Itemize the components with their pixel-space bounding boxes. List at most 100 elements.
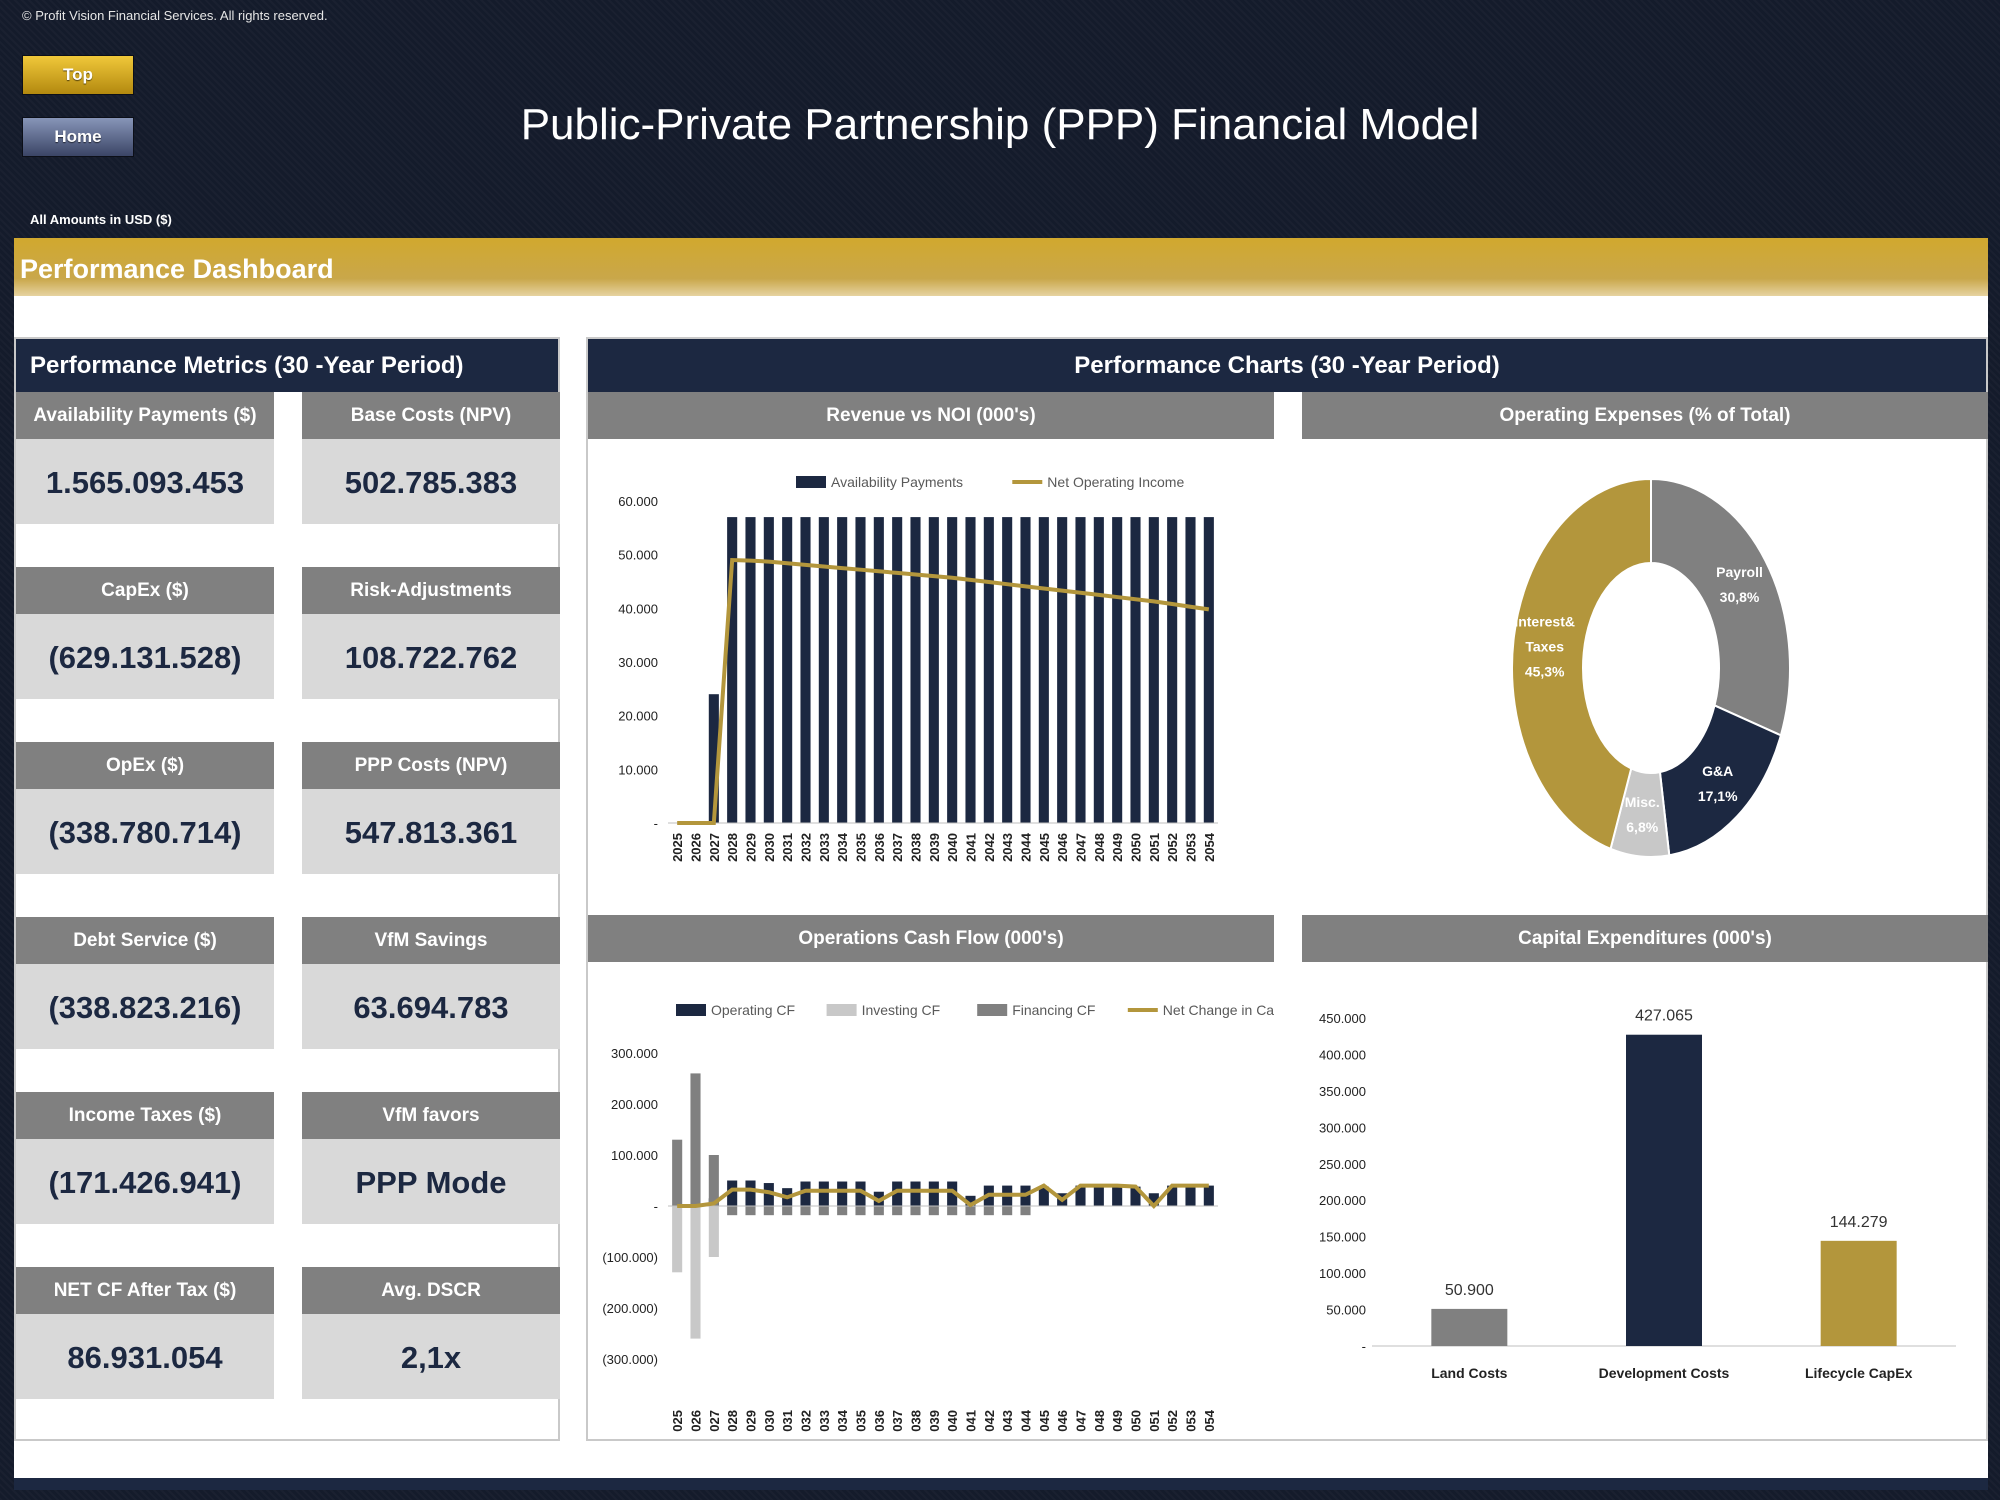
bar-operating-cf xyxy=(763,1183,774,1206)
bar-lifecycle-capex xyxy=(1820,1240,1897,1346)
metric-label: VfM favors xyxy=(302,1092,560,1139)
metric-value: 86.931.054 xyxy=(16,1314,274,1399)
bar-financing-cf xyxy=(910,1206,921,1216)
y-tick-label: 250.000 xyxy=(1319,1157,1366,1172)
metric-value: (338.780.714) xyxy=(16,789,274,874)
bar-availability-payments xyxy=(928,517,939,823)
bar-financing-cf xyxy=(782,1206,793,1216)
bar-financing-cf xyxy=(873,1206,884,1216)
legend-swatch-investing-cf xyxy=(826,1004,857,1016)
bar-availability-payments xyxy=(727,517,738,823)
capex-chart: - 50.000 100.000 150.000 200.000 250.000 300.0… xyxy=(1319,1008,1956,1381)
bar-operating-cf xyxy=(928,1181,939,1206)
x-tick-label: 2031 xyxy=(780,1410,795,1432)
home-button[interactable]: Home xyxy=(22,117,134,157)
bar-investing-cf xyxy=(672,1206,683,1273)
bar-financing-cf xyxy=(745,1206,756,1216)
copyright-text: © Profit Vision Financial Services. All … xyxy=(22,8,328,23)
metric-label: Debt Service ($) xyxy=(16,917,274,964)
bar-availability-payments xyxy=(1020,517,1031,823)
legend-swatch-financing-cf xyxy=(977,1004,1008,1016)
metric-value: 108.722.762 xyxy=(302,614,560,699)
donut-slice-interest-taxes xyxy=(1511,477,1652,851)
x-tick-label: 2039 xyxy=(927,1410,942,1432)
donut-label: Interest& xyxy=(1514,613,1575,629)
bar-operating-cf xyxy=(1112,1185,1123,1206)
metric-label: Risk-Adjustments xyxy=(302,567,560,614)
metric-value: 2,1x xyxy=(302,1314,560,1399)
y-tick-label: (100.000) xyxy=(602,1250,658,1265)
x-tick-label: 2043 xyxy=(1000,833,1015,862)
metric-label: VfM Savings xyxy=(302,917,560,964)
metric-label: Base Costs (NPV) xyxy=(302,392,560,439)
x-tick-label: 2035 xyxy=(854,833,869,862)
x-tick-label: Development Costs xyxy=(1599,1365,1730,1381)
top-button[interactable]: Top xyxy=(22,55,134,95)
metric-card-base-costs-npv: Base Costs (NPV) 502.785.383 xyxy=(302,392,560,524)
x-tick-label: 2042 xyxy=(982,833,997,862)
bar-availability-payments xyxy=(1203,517,1214,823)
x-tick-label: 2045 xyxy=(1037,1410,1052,1432)
y-tick-label: (200.000) xyxy=(602,1301,658,1316)
metric-card-capex: CapEx ($) (629.131.528) xyxy=(16,567,274,699)
metric-card-opex: OpEx ($) (338.780.714) xyxy=(16,742,274,874)
x-tick-label: 2051 xyxy=(1147,1410,1162,1432)
bar-financing-cf xyxy=(837,1206,848,1216)
metric-card-net-cf-after-tax: NET CF After Tax ($) 86.931.054 xyxy=(16,1267,274,1399)
x-tick-label: 2049 xyxy=(1110,1410,1125,1432)
y-tick-label: 40.000 xyxy=(618,601,658,616)
x-tick-label: 2028 xyxy=(725,833,740,862)
legend-swatch-operating-cf xyxy=(676,1004,706,1016)
y-tick-label: 300.000 xyxy=(1319,1120,1366,1135)
x-tick-label: 2052 xyxy=(1165,833,1180,862)
legend-label-net-operating-income: Net Operating Income xyxy=(1047,474,1184,490)
bar-operating-cf xyxy=(1075,1185,1086,1206)
bar-availability-payments xyxy=(1002,517,1013,823)
bar-operating-cf xyxy=(1167,1185,1178,1206)
bar-operating-cf xyxy=(1038,1186,1049,1206)
performance-metrics-panel: Performance Metrics (30 -Year Period) Av… xyxy=(14,337,560,1441)
legend-swatch-availability-payments xyxy=(796,476,826,488)
bar-availability-payments xyxy=(1057,517,1068,823)
capex-chart-title: Capital Expenditures (000's) xyxy=(1302,915,1988,962)
bar-availability-payments xyxy=(837,517,848,823)
bar-availability-payments xyxy=(818,517,829,823)
y-tick-label: 50.000 xyxy=(1326,1303,1366,1318)
bar-availability-payments xyxy=(745,517,756,823)
bar-operating-cf xyxy=(1148,1193,1159,1206)
bar-availability-payments xyxy=(1148,517,1159,823)
y-tick-label: - xyxy=(1362,1339,1366,1354)
bar-development-costs xyxy=(1626,1034,1702,1346)
x-tick-label: 2027 xyxy=(707,1410,722,1432)
bar-availability-payments xyxy=(892,517,903,823)
bar-financing-cf xyxy=(690,1073,701,1206)
x-tick-label: 2033 xyxy=(817,833,832,862)
x-tick-label: 2025 xyxy=(670,833,685,862)
x-tick-label: 2037 xyxy=(890,1410,905,1432)
bar-availability-payments xyxy=(1038,517,1049,823)
bar-financing-cf xyxy=(965,1206,976,1216)
x-tick-label: 2028 xyxy=(725,1410,740,1432)
bar-operating-cf xyxy=(855,1181,866,1206)
y-tick-label: 10.000 xyxy=(618,762,658,777)
dashboard-banner: Performance Dashboard xyxy=(14,238,1988,296)
bar-financing-cf xyxy=(983,1206,994,1216)
bar-availability-payments xyxy=(763,517,774,823)
bar-availability-payments xyxy=(1075,517,1086,823)
legend-label-financing-cf: Financing CF xyxy=(1012,1002,1095,1018)
opex-donut-chart: Payroll 30,8% G&A 17,1% Misc. 6,8% Interest&Ta… xyxy=(1511,477,1791,858)
metric-label: Avg. DSCR xyxy=(302,1267,560,1314)
bar-financing-cf xyxy=(708,1155,719,1206)
page-title: Public-Private Partnership (PPP) Financi… xyxy=(520,100,1480,149)
bar-financing-cf xyxy=(1020,1206,1031,1216)
footer-bar xyxy=(14,1478,1988,1490)
x-tick-label: 2053 xyxy=(1184,1410,1199,1432)
x-tick-label: Lifecycle CapEx xyxy=(1805,1365,1913,1381)
x-tick-label: 2026 xyxy=(689,1410,704,1432)
metric-value: 1.565.093.453 xyxy=(16,439,274,524)
y-tick-label: 20.000 xyxy=(618,709,658,724)
bar-operating-cf xyxy=(1203,1185,1214,1206)
bar-financing-cf xyxy=(1002,1206,1013,1216)
x-tick-label: 2052 xyxy=(1165,1410,1180,1432)
x-tick-label: 2033 xyxy=(817,1410,832,1432)
